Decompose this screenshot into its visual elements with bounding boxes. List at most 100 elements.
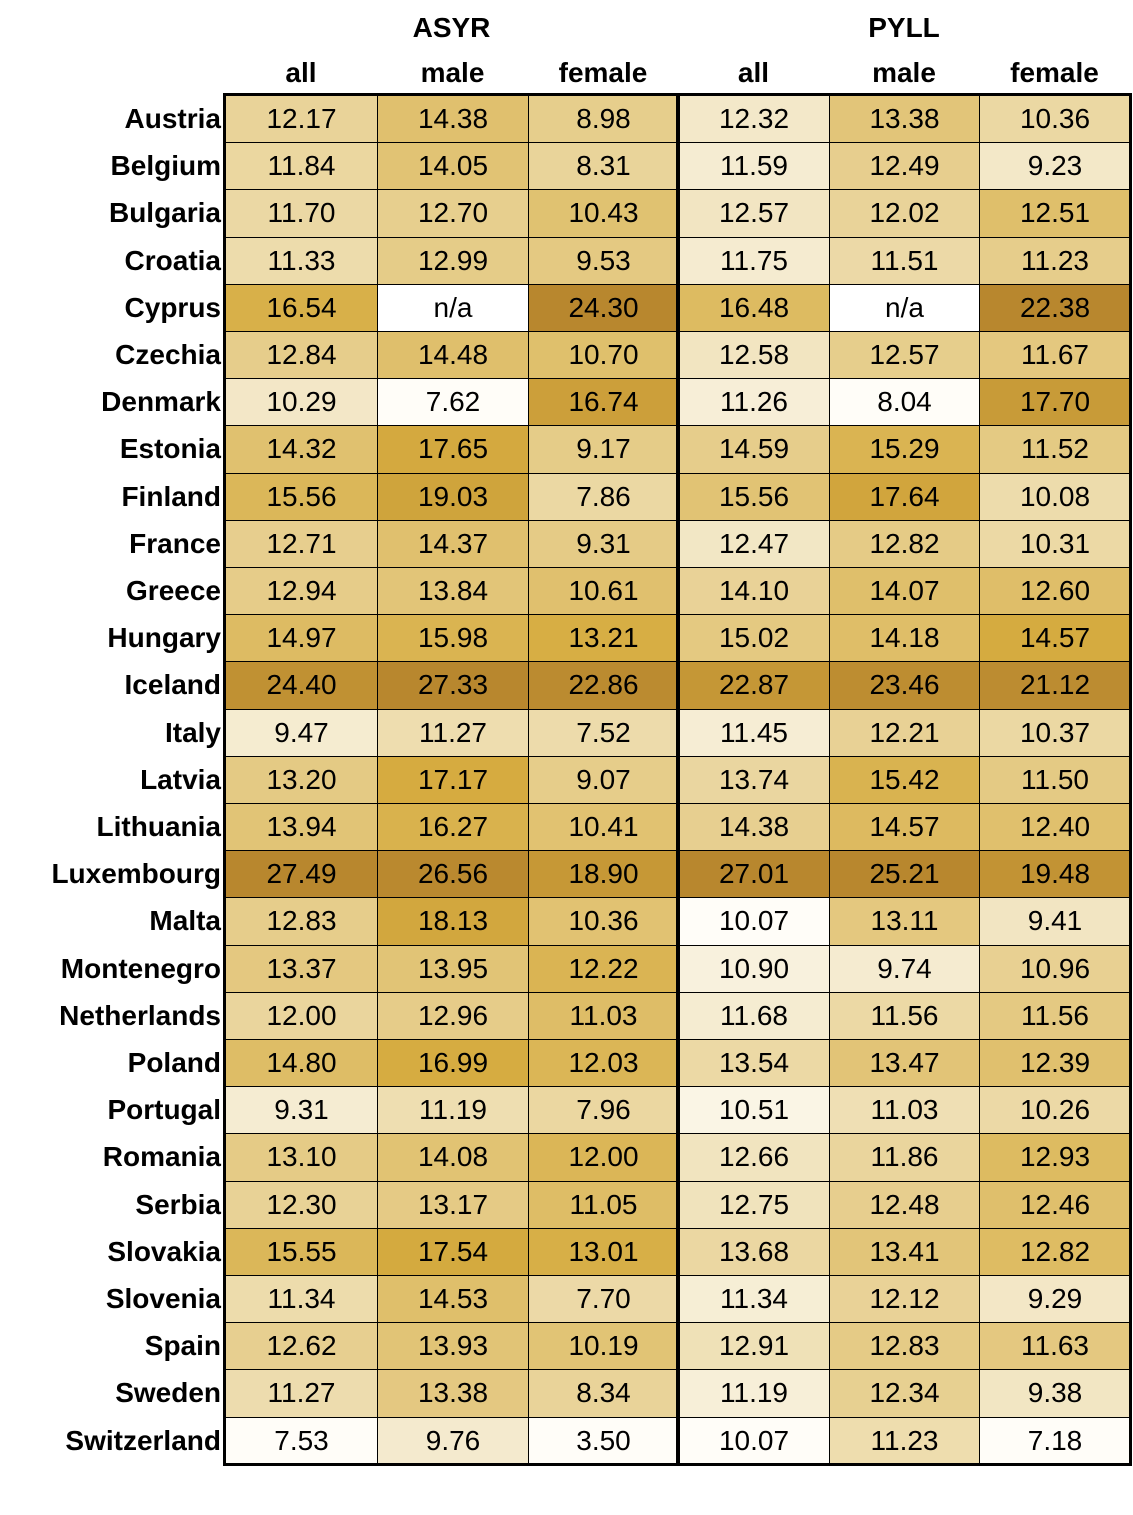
cell: 14.59 [678,425,830,474]
cell: 7.52 [528,708,679,757]
row-label: Bulgaria [108,197,221,229]
cell: 10.37 [979,708,1131,757]
cell: 11.03 [528,991,679,1040]
cell: 11.56 [979,991,1131,1040]
row-label: Estonia [119,433,221,465]
cell: 27.33 [377,661,529,710]
column-header: female [558,57,648,88]
cell: 8.34 [528,1369,679,1418]
cell: 17.70 [979,378,1131,427]
row-label: France [129,527,221,559]
cell: 12.99 [377,236,529,285]
row-label: Greece [126,575,221,606]
cell: 14.38 [678,803,830,852]
cell: 10.70 [528,331,679,380]
cell: 10.07 [678,897,830,946]
cell: 14.08 [377,1133,529,1182]
cell: 11.56 [829,991,980,1040]
cell: 22.86 [528,661,679,710]
cell: 11.34 [678,1275,830,1324]
cell: 12.30 [225,1180,378,1229]
cell: 13.01 [528,1227,679,1276]
cell: 16.54 [225,283,378,332]
cell: 9.76 [377,1416,529,1465]
cell: 12.60 [979,567,1131,616]
cell: 14.48 [377,331,529,380]
cell: 13.54 [678,1039,830,1088]
cell: 7.86 [528,472,679,521]
cell: 12.48 [829,1180,980,1229]
cell: 7.18 [979,1416,1131,1465]
cell: n/a [829,283,980,332]
row-label: Latvia [140,763,221,795]
column-header: male [872,57,936,88]
row-label: Czechia [115,339,221,370]
cell: 11.03 [829,1086,980,1135]
cell: 9.29 [979,1275,1131,1324]
cell: 12.22 [528,944,679,993]
cell: 13.10 [225,1133,378,1182]
cell: 12.03 [528,1039,679,1088]
cell: 14.38 [377,95,529,144]
cell: 12.57 [678,189,830,238]
row-label: Switzerland [65,1424,221,1456]
cell: 12.70 [377,189,529,238]
cell: 12.57 [829,331,980,380]
cell: 11.19 [678,1369,830,1418]
cell: 17.65 [377,425,529,474]
cell: 13.74 [678,755,830,804]
cell: 17.17 [377,755,529,804]
cell: 14.18 [829,614,980,663]
cell: 11.19 [377,1086,529,1135]
cell: 12.82 [979,1227,1131,1276]
cell: 12.17 [225,95,378,144]
cell: 12.91 [678,1322,830,1371]
cell: 10.36 [979,95,1131,144]
cell: 24.30 [528,283,679,332]
cell: 13.21 [528,614,679,663]
row-label: Spain [144,1330,221,1362]
row-label: Belgium [110,150,221,182]
cell: 13.38 [829,95,980,144]
cell: 3.50 [528,1416,679,1465]
row-label: Hungary [107,622,221,654]
cell: 10.36 [528,897,679,946]
row-label: Romania [102,1141,221,1173]
cell: 14.37 [377,519,529,568]
cell: 10.19 [528,1322,679,1371]
cell: 9.38 [979,1369,1131,1418]
cell: 12.71 [225,519,378,568]
cell: 12.21 [829,708,980,757]
cell: 15.56 [225,472,378,521]
row-label: Netherlands [59,999,221,1031]
row-label: Poland [127,1047,221,1078]
cell: 13.95 [377,944,529,993]
cell: 11.05 [528,1180,679,1229]
column-header: female [1010,57,1099,88]
cell: 16.99 [377,1039,529,1088]
cell: 14.97 [225,614,378,663]
cell: 12.82 [829,519,980,568]
cell: 9.31 [225,1086,378,1135]
cell: 10.51 [678,1086,830,1135]
cell: 13.93 [377,1322,529,1371]
cell: 13.37 [225,944,378,993]
cell: 23.46 [829,661,980,710]
cell: 25.21 [829,850,980,899]
cell: 17.64 [829,472,980,521]
group-header: PYLL [868,12,940,43]
cell: 10.41 [528,803,679,852]
cell: 7.62 [377,378,529,427]
cell: 16.74 [528,378,679,427]
cell: 12.46 [979,1180,1131,1229]
cell: 12.02 [829,189,980,238]
cell: 13.38 [377,1369,529,1418]
cell: 8.31 [528,142,679,191]
cell: 12.96 [377,991,529,1040]
cell: 11.45 [678,708,830,757]
cell: 11.27 [225,1369,378,1418]
cell: 27.01 [678,850,830,899]
cell: 14.10 [678,567,830,616]
cell: 12.66 [678,1133,830,1182]
